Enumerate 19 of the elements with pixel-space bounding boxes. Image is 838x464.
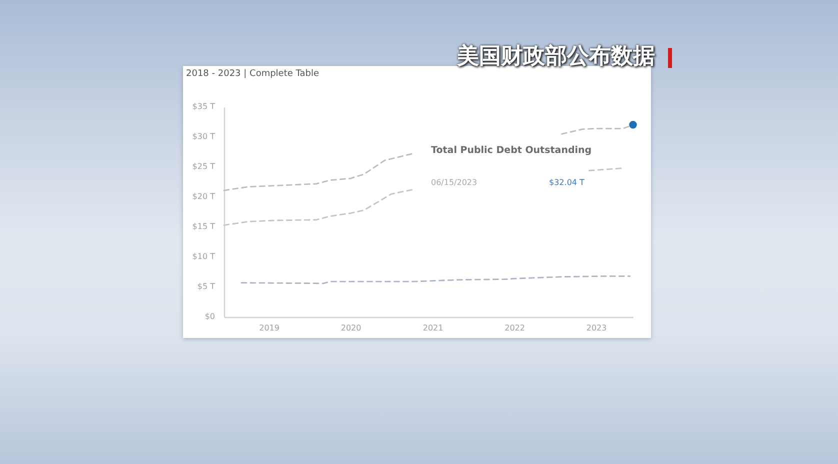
line-series: [240, 276, 631, 284]
annotation: Total Public Debt Outstanding: [431, 145, 592, 156]
y-tick-label: $0: [204, 312, 215, 321]
text: 美国财政部公布数据: [457, 44, 655, 69]
y-tick-label: $30 T: [192, 132, 216, 141]
x-tick-label: 2020: [340, 324, 362, 332]
y-tick-label: $10 T: [192, 252, 216, 261]
annotation: 06/15/2023: [431, 178, 478, 187]
x-tick-label: 2019: [259, 324, 280, 332]
y-tick-label: $20 T: [192, 192, 216, 201]
annotation: $32.04 T: [549, 178, 585, 187]
x-tick-label: 2022: [504, 324, 525, 332]
y-tick-label: $25 T: [192, 162, 216, 171]
chart-title: 2018 - 2023 | Complete Table: [186, 69, 320, 79]
x-tick-label: 2023: [586, 324, 607, 332]
y-tick-label: $35 T: [192, 102, 216, 111]
y-tick-label: $5 T: [197, 282, 216, 291]
x-tick-label: 2021: [422, 324, 444, 332]
y-tick-label: $15 T: [192, 222, 216, 231]
